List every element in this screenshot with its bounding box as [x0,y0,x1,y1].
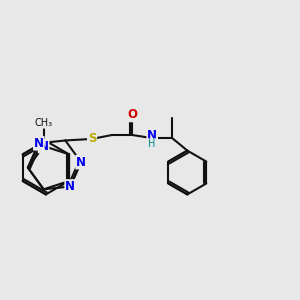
Text: N: N [76,156,86,169]
Text: N: N [147,129,157,142]
Text: CH₃: CH₃ [34,118,53,128]
Text: N: N [34,137,44,150]
Text: H: H [148,139,156,149]
Text: N: N [65,180,75,193]
Text: O: O [127,108,137,122]
Text: N: N [39,140,49,153]
Text: S: S [88,132,96,146]
